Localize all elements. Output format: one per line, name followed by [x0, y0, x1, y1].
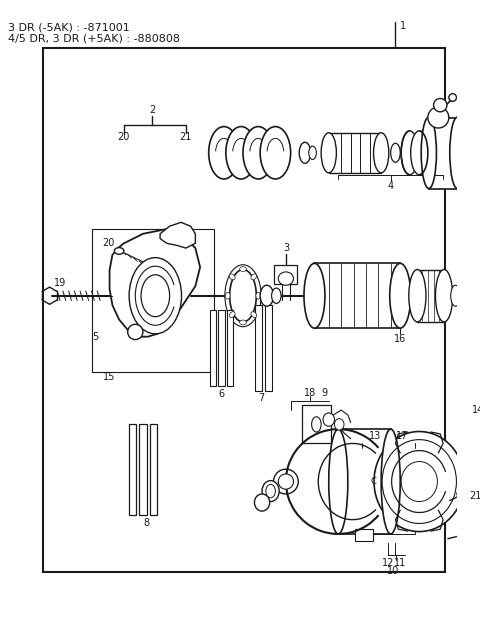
Bar	[265, 306, 272, 391]
Bar	[329, 133, 381, 173]
Ellipse shape	[251, 312, 257, 317]
Polygon shape	[160, 222, 195, 248]
Text: 5: 5	[92, 332, 98, 342]
Text: 16: 16	[394, 333, 407, 343]
Ellipse shape	[312, 417, 321, 432]
Ellipse shape	[262, 481, 279, 502]
Bar	[362, 448, 415, 534]
Text: 21: 21	[180, 132, 192, 142]
Ellipse shape	[141, 274, 169, 317]
Text: 14: 14	[472, 405, 480, 415]
Ellipse shape	[450, 117, 465, 189]
Ellipse shape	[335, 419, 344, 430]
Ellipse shape	[323, 413, 335, 426]
Ellipse shape	[274, 469, 298, 494]
Text: 20: 20	[118, 132, 130, 142]
Bar	[338, 429, 391, 534]
Ellipse shape	[428, 107, 449, 128]
Bar	[139, 424, 147, 515]
Text: 11: 11	[394, 558, 407, 568]
Bar	[129, 424, 136, 515]
Ellipse shape	[278, 474, 293, 489]
Ellipse shape	[409, 270, 426, 322]
Bar	[218, 310, 225, 386]
Ellipse shape	[299, 142, 311, 163]
Ellipse shape	[260, 285, 274, 306]
Bar	[302, 406, 331, 443]
Ellipse shape	[272, 288, 281, 303]
Bar	[418, 270, 444, 322]
Ellipse shape	[260, 127, 290, 179]
Text: 4: 4	[388, 181, 394, 191]
Text: 1: 1	[400, 21, 407, 31]
Text: 12: 12	[382, 558, 394, 568]
Ellipse shape	[391, 143, 400, 162]
Ellipse shape	[374, 432, 465, 532]
Text: 7: 7	[258, 392, 264, 402]
Bar	[255, 306, 262, 391]
Ellipse shape	[209, 127, 239, 179]
Ellipse shape	[240, 266, 246, 271]
Text: 10: 10	[387, 566, 400, 576]
Ellipse shape	[254, 494, 270, 511]
Ellipse shape	[309, 146, 316, 160]
Text: 21: 21	[469, 491, 480, 501]
Ellipse shape	[321, 133, 336, 173]
Ellipse shape	[457, 491, 464, 497]
Text: 8: 8	[144, 517, 150, 527]
Ellipse shape	[463, 420, 471, 428]
Ellipse shape	[304, 263, 325, 328]
Bar	[93, 229, 215, 372]
Text: 4/5 DR, 3 DR (+5AK) : -880808: 4/5 DR, 3 DR (+5AK) : -880808	[8, 34, 180, 43]
Ellipse shape	[266, 484, 276, 498]
Ellipse shape	[226, 127, 256, 179]
Text: 9: 9	[321, 388, 327, 398]
Ellipse shape	[433, 99, 447, 112]
Ellipse shape	[251, 274, 257, 280]
Text: 18: 18	[303, 388, 316, 398]
Ellipse shape	[114, 248, 124, 254]
Ellipse shape	[229, 274, 235, 280]
Ellipse shape	[243, 127, 274, 179]
Bar	[227, 310, 233, 386]
Text: 15: 15	[103, 372, 116, 382]
Ellipse shape	[435, 270, 453, 322]
Ellipse shape	[421, 117, 436, 189]
Bar	[429, 117, 457, 189]
Ellipse shape	[411, 131, 428, 175]
Ellipse shape	[256, 292, 261, 299]
Ellipse shape	[451, 285, 460, 306]
Text: 6: 6	[218, 389, 224, 399]
Ellipse shape	[226, 292, 230, 299]
Bar	[355, 529, 372, 541]
Ellipse shape	[229, 312, 235, 317]
Ellipse shape	[225, 265, 261, 327]
Ellipse shape	[373, 133, 389, 173]
Ellipse shape	[329, 429, 348, 534]
Ellipse shape	[401, 131, 419, 175]
Ellipse shape	[240, 320, 246, 325]
Text: 3: 3	[283, 243, 289, 253]
Ellipse shape	[390, 263, 411, 328]
Bar	[210, 310, 216, 386]
Ellipse shape	[128, 324, 143, 340]
Bar	[275, 265, 297, 284]
Text: 19: 19	[54, 278, 66, 288]
Text: C: C	[371, 477, 376, 486]
Polygon shape	[109, 229, 200, 337]
Ellipse shape	[449, 94, 456, 101]
Bar	[314, 263, 400, 328]
Bar	[43, 48, 445, 572]
Text: 20: 20	[102, 238, 114, 248]
Text: 13: 13	[369, 431, 382, 441]
Text: 2: 2	[149, 105, 156, 115]
Ellipse shape	[278, 272, 293, 285]
Text: 3 DR (-5AK) : -871001: 3 DR (-5AK) : -871001	[8, 22, 130, 32]
Text: 17: 17	[396, 431, 408, 441]
Bar	[150, 424, 157, 515]
Ellipse shape	[229, 270, 256, 322]
Ellipse shape	[381, 429, 400, 534]
Ellipse shape	[129, 258, 181, 334]
